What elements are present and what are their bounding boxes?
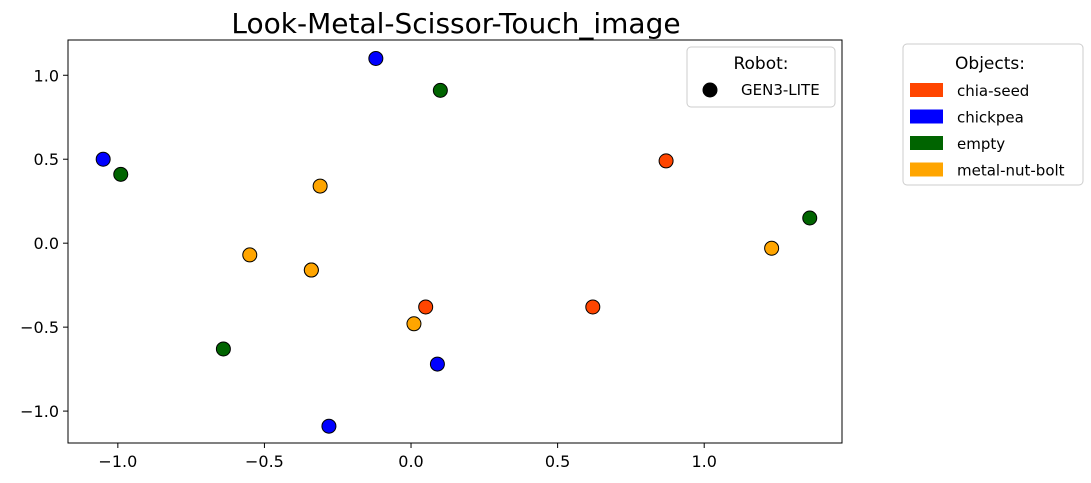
objects-legend-swatch — [910, 162, 943, 177]
objects-legend-frame — [902, 43, 1084, 186]
objects-legend-label: empty — [957, 135, 1005, 153]
robot-legend-label: GEN3-LITE — [741, 81, 820, 99]
y-tick-label: −1.0 — [20, 402, 59, 421]
data-point-empty — [432, 82, 448, 98]
data-point-chia-seed — [658, 153, 674, 169]
x-tick-label: −0.5 — [245, 452, 284, 471]
x-tick-label: 1.0 — [691, 452, 716, 471]
robot-legend-title: Robot: — [733, 54, 788, 74]
data-point-chickpea — [368, 50, 384, 66]
x-tick-label: 0.5 — [545, 452, 570, 471]
objects-legend: Objects: chia-seed chickpea empty metal-nut… — [902, 43, 1084, 186]
chart-title: Look-Metal-Scissor-Touch_image — [231, 7, 680, 40]
robot-legend-marker — [702, 82, 718, 98]
data-point-chickpea — [429, 356, 445, 372]
objects-legend-swatch — [910, 83, 943, 97]
x-tick-label: 0.0 — [398, 452, 423, 471]
objects-legend-label: metal-nut-bolt — [957, 162, 1065, 180]
y-tick-label: 0.0 — [34, 234, 59, 253]
data-point-empty — [215, 341, 231, 357]
data-point-metal-nut-bolt — [764, 240, 780, 256]
y-tick-label: −0.5 — [20, 318, 59, 337]
x-tick-label: −1.0 — [98, 452, 137, 471]
objects-legend-swatch — [910, 109, 943, 124]
y-axis: −1.0 −0.5 0.0 0.5 1.0 — [20, 66, 68, 421]
data-point-metal-nut-bolt — [303, 262, 319, 278]
y-tick-label: 1.0 — [34, 66, 59, 85]
data-point-chia-seed — [585, 299, 601, 315]
data-point-empty — [802, 210, 818, 226]
objects-legend-swatch — [910, 136, 943, 150]
robot-legend: Robot: GEN3-LITE — [686, 46, 836, 108]
y-tick-label: 0.5 — [34, 150, 59, 169]
objects-legend-title: Objects: — [955, 54, 1025, 74]
data-point-empty — [113, 166, 129, 182]
x-axis: −1.0 −0.5 0.0 0.5 1.0 — [98, 443, 717, 471]
data-points — [95, 50, 818, 434]
data-point-metal-nut-bolt — [406, 316, 422, 332]
objects-legend-label: chia-seed — [957, 82, 1029, 100]
data-point-metal-nut-bolt — [312, 178, 328, 194]
data-point-chickpea — [95, 151, 111, 167]
robot-legend-frame — [686, 46, 836, 108]
data-point-chickpea — [321, 418, 337, 434]
data-point-metal-nut-bolt — [242, 247, 258, 263]
data-point-chia-seed — [418, 299, 434, 315]
objects-legend-label: chickpea — [957, 109, 1024, 127]
